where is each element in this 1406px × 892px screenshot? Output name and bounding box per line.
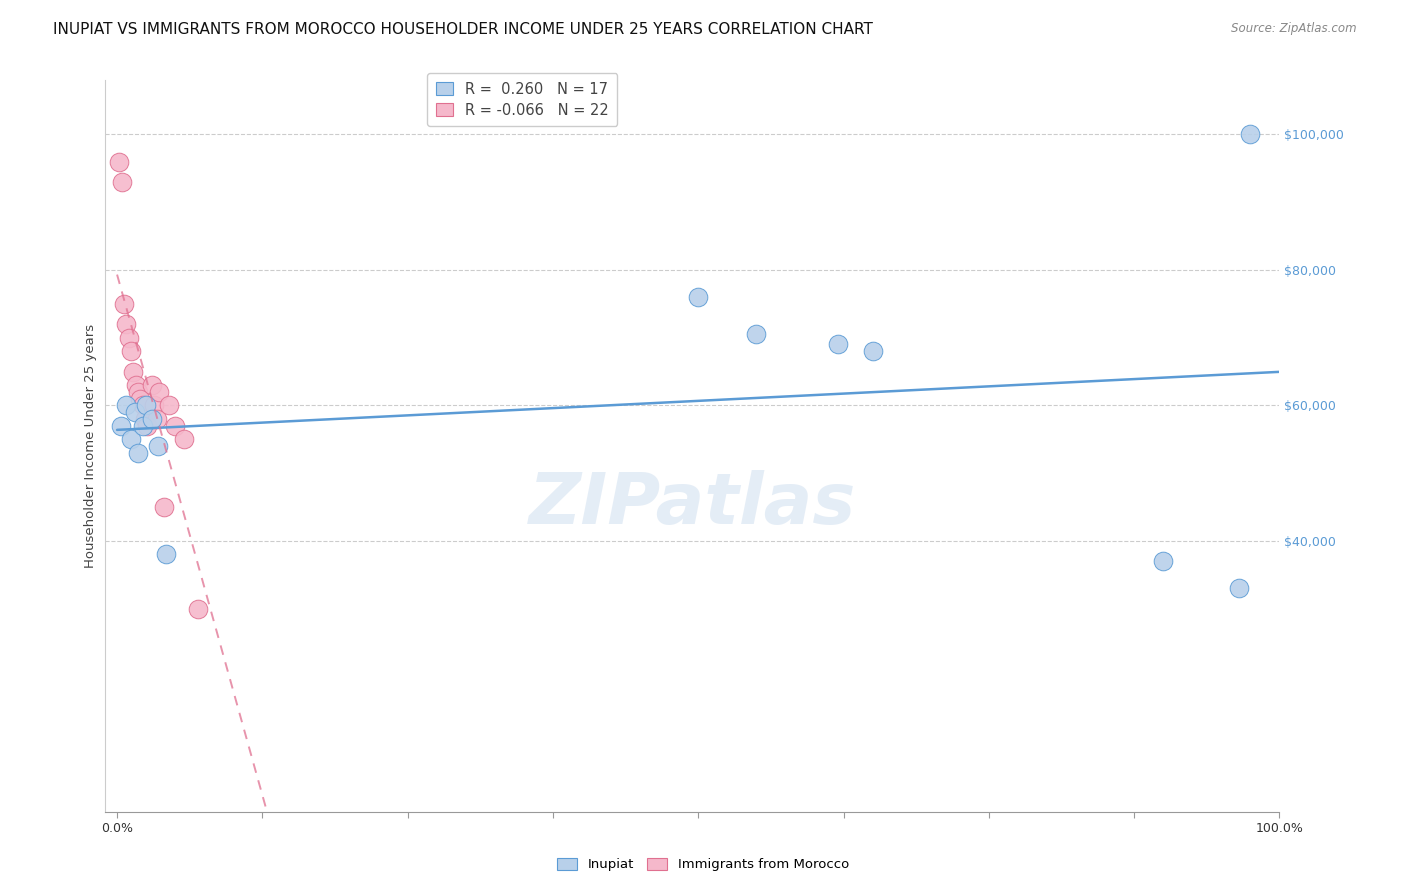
Text: Source: ZipAtlas.com: Source: ZipAtlas.com bbox=[1232, 22, 1357, 36]
Point bbox=[827, 337, 849, 351]
Point bbox=[1227, 581, 1250, 595]
Point bbox=[110, 418, 132, 433]
Point bbox=[131, 398, 153, 412]
Legend: R =  0.260   N = 17, R = -0.066   N = 22: R = 0.260 N = 17, R = -0.066 N = 22 bbox=[427, 73, 617, 127]
Point bbox=[127, 446, 149, 460]
Point bbox=[862, 344, 884, 359]
Point bbox=[152, 500, 174, 514]
Point bbox=[134, 412, 156, 426]
Point bbox=[148, 384, 170, 399]
Text: ZIPatlas: ZIPatlas bbox=[529, 470, 856, 539]
Point bbox=[145, 412, 167, 426]
Point bbox=[112, 297, 135, 311]
Point bbox=[173, 432, 195, 446]
Point bbox=[131, 418, 153, 433]
Point bbox=[115, 398, 138, 412]
Point bbox=[124, 378, 146, 392]
Point bbox=[1152, 554, 1174, 568]
Point bbox=[115, 317, 138, 331]
Point bbox=[155, 547, 177, 561]
Point bbox=[1239, 128, 1261, 142]
Point bbox=[118, 331, 141, 345]
Point bbox=[129, 392, 152, 406]
Point bbox=[688, 290, 710, 304]
Point bbox=[127, 384, 149, 399]
Point bbox=[108, 154, 131, 169]
Point bbox=[122, 364, 145, 378]
Point bbox=[157, 398, 180, 412]
Y-axis label: Householder Income Under 25 years: Householder Income Under 25 years bbox=[84, 324, 97, 568]
Point bbox=[141, 378, 163, 392]
Point bbox=[111, 175, 134, 189]
Point bbox=[124, 405, 146, 419]
Point bbox=[187, 601, 209, 615]
Point bbox=[120, 344, 142, 359]
Point bbox=[143, 398, 166, 412]
Point bbox=[120, 432, 142, 446]
Point bbox=[136, 418, 159, 433]
Point bbox=[745, 327, 768, 342]
Legend: Inupiat, Immigrants from Morocco: Inupiat, Immigrants from Morocco bbox=[553, 853, 853, 877]
Point bbox=[165, 418, 187, 433]
Point bbox=[146, 439, 169, 453]
Point bbox=[135, 398, 157, 412]
Point bbox=[141, 412, 163, 426]
Text: INUPIAT VS IMMIGRANTS FROM MOROCCO HOUSEHOLDER INCOME UNDER 25 YEARS CORRELATION: INUPIAT VS IMMIGRANTS FROM MOROCCO HOUSE… bbox=[53, 22, 873, 37]
